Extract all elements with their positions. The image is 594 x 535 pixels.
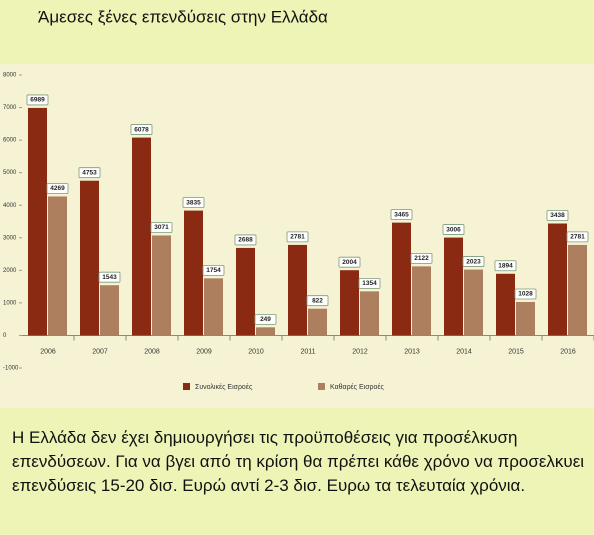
value-label: 2023 — [466, 258, 481, 265]
bar — [548, 223, 567, 336]
caption: Η Ελλάδα δεν έχει δημιουργήσει τις προϋπ… — [12, 428, 585, 495]
bar — [412, 266, 431, 336]
legend-swatch — [318, 383, 325, 390]
bar — [288, 244, 307, 336]
value-label-box — [390, 209, 413, 221]
bar — [568, 244, 587, 336]
value-label-box — [202, 264, 225, 276]
bar — [28, 107, 47, 336]
value-label: 2781 — [570, 234, 585, 241]
value-label: 3438 — [550, 212, 565, 219]
value-label: 2688 — [238, 237, 253, 244]
value-label: 3465 — [394, 211, 409, 218]
legend-label: Συνολικές Εισροές — [195, 383, 253, 391]
value-label: 2004 — [342, 259, 357, 266]
bar — [100, 285, 119, 336]
value-label: 3071 — [154, 224, 169, 231]
value-label: 3835 — [186, 199, 201, 206]
value-label: 249 — [260, 316, 271, 323]
bar — [236, 247, 255, 336]
bar — [496, 273, 515, 336]
value-label-box — [254, 313, 277, 325]
y-tick-label: 5000 — [3, 170, 17, 176]
value-label-box — [98, 271, 121, 283]
value-label: 1354 — [362, 280, 377, 287]
x-tick-label: 2007 — [92, 348, 108, 355]
chart: Άμεσες ξένες επενδύσεις στην Ελλάδα -100… — [0, 7, 594, 408]
bar — [132, 137, 151, 336]
y-tick-label: 0 — [3, 333, 7, 339]
y-tick-label: 1000 — [3, 300, 17, 306]
x-tick-label: 2008 — [144, 348, 160, 355]
value-label-box — [234, 234, 257, 246]
value-label: 1894 — [498, 263, 513, 270]
bar — [340, 270, 359, 336]
chart-title: Άμεσες ξένες επενδύσεις στην Ελλάδα — [38, 7, 328, 26]
value-label-box — [410, 252, 433, 264]
y-tick-label: 3000 — [3, 235, 17, 241]
value-label-box — [566, 231, 589, 243]
x-tick-label: 2011 — [300, 348, 315, 355]
value-label-box — [306, 295, 329, 307]
bar — [204, 278, 223, 336]
value-label-box — [26, 94, 49, 106]
value-label-box — [130, 124, 153, 135]
y-tick-label: 2000 — [3, 268, 17, 274]
value-label-box — [546, 210, 569, 221]
value-label-box — [338, 256, 361, 268]
value-label-box — [182, 197, 205, 208]
value-label: 6989 — [30, 97, 45, 104]
value-label: 6078 — [134, 126, 149, 133]
value-label-box — [442, 224, 465, 235]
value-label: 4753 — [82, 169, 97, 176]
value-label-box — [78, 167, 101, 179]
legend-swatch — [183, 383, 190, 390]
bar — [392, 222, 411, 336]
bar — [360, 291, 379, 336]
x-tick-label: 2015 — [508, 348, 524, 355]
value-label: 2122 — [414, 255, 429, 262]
value-label: 1028 — [518, 291, 533, 298]
y-tick-label: 7000 — [3, 105, 17, 111]
bar — [516, 301, 535, 336]
value-label-box — [286, 231, 309, 243]
value-label-box — [514, 288, 537, 300]
x-tick-label: 2014 — [456, 348, 472, 355]
y-tick-label: 6000 — [3, 138, 17, 144]
y-tick-label: 8000 — [3, 73, 17, 79]
x-tick-label: 2009 — [196, 348, 212, 355]
bar — [464, 269, 483, 336]
bar — [48, 196, 67, 336]
bar — [152, 235, 171, 336]
value-label-box — [358, 277, 381, 289]
bar — [80, 180, 99, 336]
x-tick-label: 2012 — [352, 348, 368, 355]
x-tick-label: 2006 — [40, 348, 56, 355]
legend-label: Καθαρές Εισροές — [330, 383, 385, 391]
value-label: 4269 — [50, 185, 65, 192]
y-tick-label: 4000 — [3, 203, 17, 209]
value-label: 2781 — [290, 234, 305, 241]
value-label: 3006 — [446, 226, 461, 233]
bar — [184, 210, 203, 336]
value-label: 822 — [312, 297, 323, 304]
x-tick-label: 2016 — [560, 348, 576, 355]
value-label-box — [46, 183, 69, 194]
bar — [256, 327, 275, 336]
bar — [444, 237, 463, 336]
value-label-box — [494, 260, 517, 272]
y-tick-label: -1000 — [3, 366, 19, 372]
bar — [308, 308, 327, 336]
value-label-box — [150, 222, 173, 233]
x-tick-label: 2010 — [248, 348, 264, 355]
value-label: 1754 — [206, 267, 221, 274]
value-label: 1543 — [102, 274, 117, 281]
value-label-box — [462, 256, 485, 267]
x-tick-label: 2013 — [404, 348, 420, 355]
